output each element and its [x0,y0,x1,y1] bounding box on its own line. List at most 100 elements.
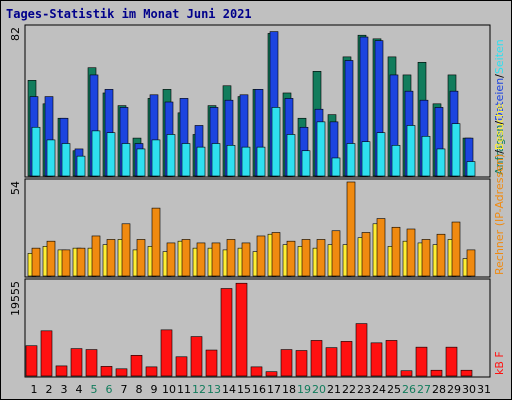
page-title: Tages-Statistik im Monat Juni 2021 [6,7,252,21]
bar-kbf-27 [415,346,428,377]
bar-rechner-9 [151,207,161,277]
bar-rechner-23 [361,232,371,277]
bar-rechner-13 [211,242,221,277]
bar-seiten-11 [181,143,191,177]
bar-seiten-1 [31,126,41,177]
bar-rechner-15 [241,242,251,277]
bar-kbf-24 [370,342,383,377]
x-tick-label-2: 2 [46,383,53,396]
bar-seiten-6 [106,132,116,177]
bar-seiten-22 [346,143,356,177]
bar-seiten-14 [226,145,236,177]
bar-rechner-12 [196,242,206,277]
bar-rechner-7 [121,223,131,277]
bar-kbf-11 [175,356,188,377]
bar-seiten-16 [256,146,266,177]
bar-seiten-5 [91,130,101,177]
bar-rechner-14 [226,239,236,277]
bar-rechner-30 [466,249,476,277]
side-legend-2-part-2: / [493,150,506,154]
side-legend-3-part-1: kB F [493,351,506,375]
bar-kbf-6 [100,366,113,377]
panel-3-frame [24,278,491,378]
bar-seiten-4 [76,155,86,177]
y-max-label-1: 82 [9,27,22,41]
bar-kbf-5 [85,349,98,377]
bar-kbf-13 [205,349,218,377]
x-tick-label-11: 11 [177,383,191,396]
side-legend-1-part-3: Dateien [493,78,506,121]
x-tick-label-3: 3 [61,383,68,396]
x-tick-label-10: 10 [162,383,176,396]
x-tick-label-7: 7 [121,383,128,396]
bar-seiten-27 [421,135,431,177]
x-tick-label-25: 25 [387,383,401,396]
bar-rechner-27 [421,239,431,277]
bar-kbf-22 [340,341,353,377]
bar-kbf-9 [145,366,158,377]
bar-kbf-1 [25,345,38,377]
x-tick-label-26: 26 [402,383,416,396]
bar-kbf-15 [235,282,248,377]
bar-kbf-29 [445,346,458,377]
x-tick-label-19: 19 [297,383,311,396]
bar-rechner-1 [31,247,41,277]
bar-kbf-12 [190,336,203,377]
bar-rechner-17 [271,232,281,277]
bar-seiten-25 [391,145,401,177]
x-tick-label-13: 13 [207,383,221,396]
bar-kbf-7 [115,368,128,377]
side-legend-2-part-3: Besuche [493,103,506,150]
bar-rechner-16 [256,235,266,277]
bar-seiten-29 [451,123,461,177]
bar-seiten-19 [301,150,311,177]
x-tick-label-28: 28 [432,383,446,396]
bar-rechner-4 [76,247,86,277]
bar-rechner-25 [391,226,401,277]
x-tick-label-6: 6 [106,383,113,396]
side-legend-3: kB F [493,351,506,375]
bar-kbf-26 [400,370,413,377]
bar-kbf-19 [295,350,308,377]
x-tick-label-23: 23 [357,383,371,396]
x-tick-label-29: 29 [447,383,461,396]
bar-rechner-6 [106,239,116,277]
x-tick-label-22: 22 [342,383,356,396]
bar-seiten-2 [46,139,56,177]
side-legend-2-part-1: Rechner (IP-Adressen) [493,154,506,275]
x-tick-label-27: 27 [417,383,431,396]
bar-kbf-3 [55,365,68,377]
bar-seiten-30 [466,161,476,177]
x-tick-label-21: 21 [327,383,341,396]
bar-rechner-28 [436,233,446,277]
bar-rechner-18 [286,240,296,277]
x-tick-label-1: 1 [31,383,38,396]
bar-kbf-16 [250,366,263,377]
side-legend-1: Anfragen/Dateien/Seiten [493,39,506,175]
x-tick-label-31: 31 [477,383,491,396]
bar-rechner-19 [301,239,311,277]
bar-seiten-20 [316,121,326,177]
x-tick-label-17: 17 [267,383,281,396]
bar-rechner-20 [316,239,326,277]
bar-seiten-9 [151,139,161,177]
x-tick-label-9: 9 [151,383,158,396]
bar-seiten-21 [331,157,341,177]
x-tick-label-24: 24 [372,383,386,396]
side-legend-2: Rechner (IP-Adressen)/Besuche [493,103,506,275]
side-legend-1-part-5: Seiten [493,39,506,74]
bar-seiten-10 [166,134,176,177]
bar-seiten-8 [136,148,146,177]
bar-rechner-21 [331,230,341,277]
x-tick-label-8: 8 [136,383,143,396]
bar-rechner-29 [451,221,461,277]
bar-kbf-14 [220,288,233,377]
bar-kbf-30 [460,369,473,377]
bar-rechner-11 [181,239,191,277]
bar-rechner-24 [376,218,386,277]
bar-kbf-23 [355,323,368,377]
bar-kbf-2 [40,330,53,377]
y-max-label-3: 19555 [9,281,22,316]
x-tick-label-20: 20 [312,383,326,396]
x-tick-label-14: 14 [222,383,236,396]
